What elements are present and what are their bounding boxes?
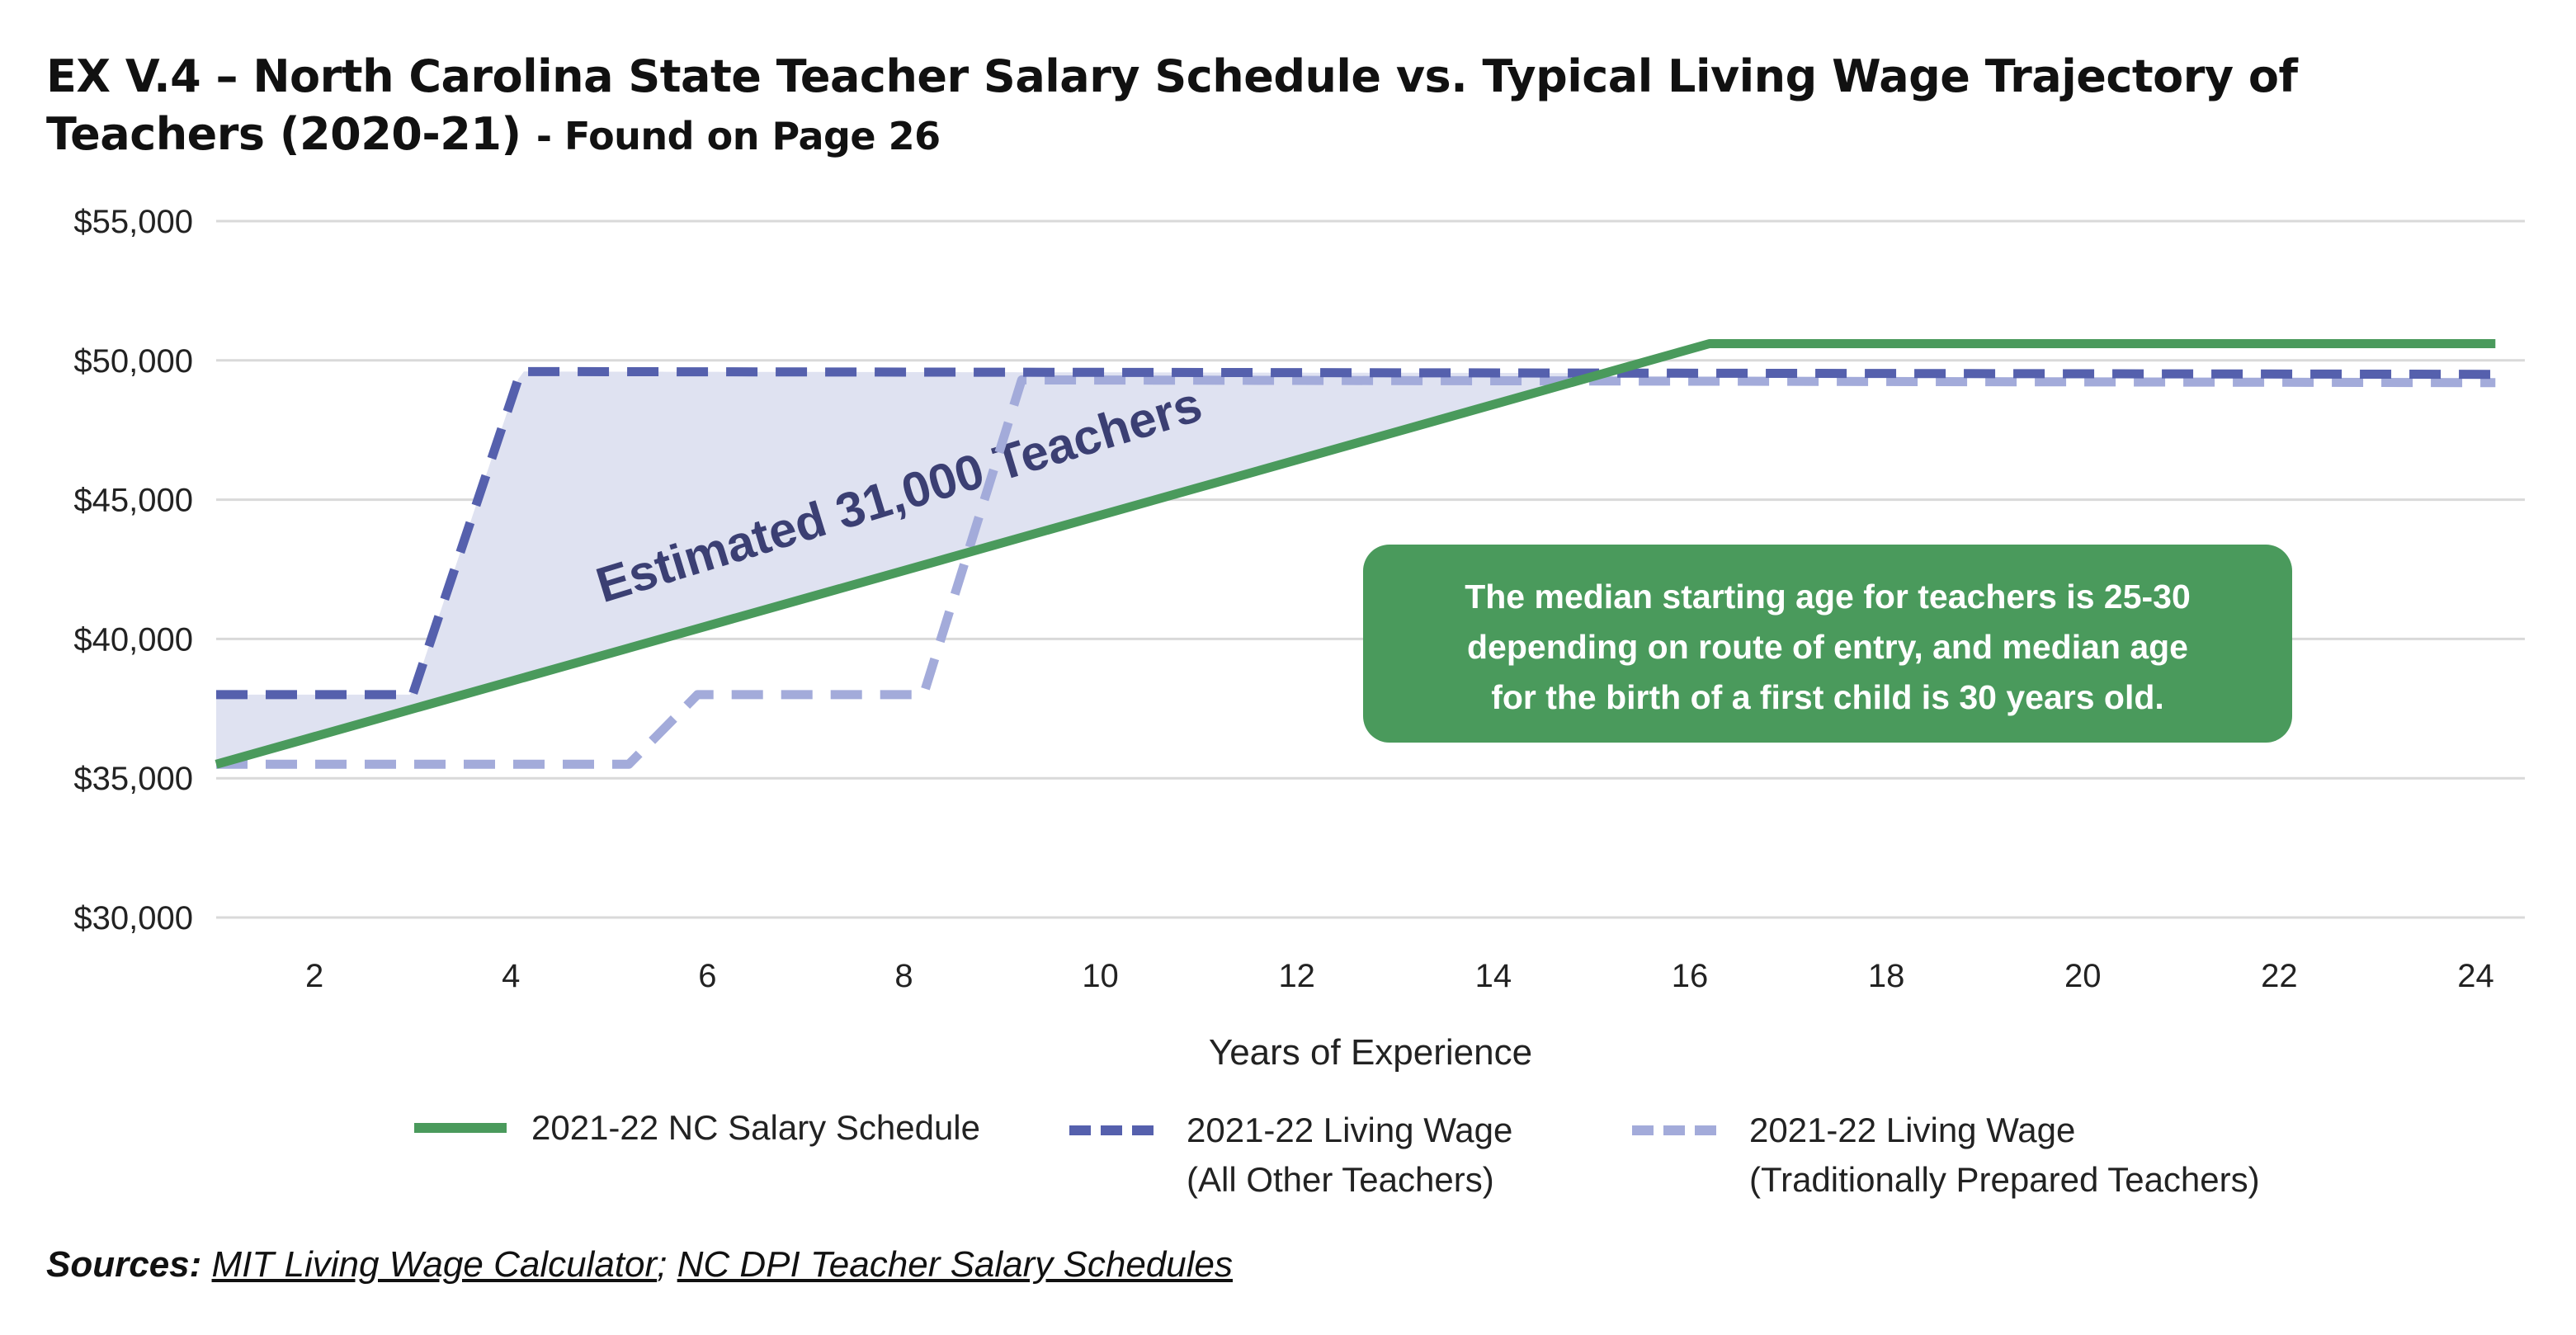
chart-title: EX V.4 – North Carolina State Teacher Sa… bbox=[46, 48, 2489, 165]
legend: 2021-22 NC Salary Schedule 2021-22 Living… bbox=[414, 1108, 2260, 1199]
annotation-text-line: depending on route of entry, and median … bbox=[1467, 628, 2188, 666]
legend-label: (All Other Teachers) bbox=[1187, 1160, 1494, 1199]
series-layer bbox=[215, 339, 2496, 769]
x-tick-label: 22 bbox=[2261, 958, 2298, 994]
y-tick-label: $40,000 bbox=[73, 621, 193, 658]
y-tick-label: $55,000 bbox=[73, 204, 193, 240]
x-tick-label: 4 bbox=[502, 958, 520, 994]
x-tick-label: 2 bbox=[305, 958, 323, 994]
x-tick-label: 16 bbox=[1672, 958, 1709, 994]
source-link-nc-dpi[interactable]: NC DPI Teacher Salary Schedules bbox=[677, 1244, 1233, 1285]
chart-title-main: EX V.4 – North Carolina State Teacher Sa… bbox=[46, 50, 2298, 160]
series-line-1 bbox=[215, 339, 2496, 769]
axes: $30,000 $35,000 $40,000 $45,000 $50,000 $55,0… bbox=[73, 204, 2493, 1073]
legend-label: 2021-22 Living Wage bbox=[1749, 1111, 2075, 1149]
x-tick-label: 24 bbox=[2457, 958, 2494, 994]
y-tick-label: $35,000 bbox=[73, 761, 193, 797]
y-tick-label: $45,000 bbox=[73, 483, 193, 519]
annotation-text-line: The median starting age for teachers is … bbox=[1465, 578, 2191, 616]
series-line-3 bbox=[216, 375, 2496, 769]
annotation-box bbox=[1363, 545, 2292, 743]
series-line-2 bbox=[216, 366, 2496, 700]
x-tick-label: 14 bbox=[1475, 958, 1512, 994]
x-tick-label: 10 bbox=[1082, 958, 1119, 994]
legend-label: 2021-22 Living Wage bbox=[1187, 1111, 1512, 1149]
sources-line: Sources: MIT Living Wage Calculator; NC … bbox=[46, 1244, 1233, 1285]
annotation-text-line: for the birth of a first child is 30 yea… bbox=[1491, 678, 2164, 716]
x-axis-label: Years of Experience bbox=[1209, 1032, 1532, 1073]
x-tick-label: 20 bbox=[2064, 958, 2102, 994]
y-tick-label: $50,000 bbox=[73, 343, 193, 380]
chart-title-suffix: - Found on Page 26 bbox=[535, 114, 941, 158]
y-tick-label: $30,000 bbox=[73, 900, 193, 936]
sources-separator: ; bbox=[657, 1244, 668, 1285]
annotation-layer: The median starting age for teachers is … bbox=[1363, 545, 2292, 743]
x-tick-label: 18 bbox=[1868, 958, 1905, 994]
source-link-mit[interactable]: MIT Living Wage Calculator bbox=[211, 1244, 658, 1285]
x-tick-label: 8 bbox=[894, 958, 913, 994]
x-tick-label: 12 bbox=[1278, 958, 1315, 994]
legend-label: (Traditionally Prepared Teachers) bbox=[1749, 1160, 2260, 1199]
legend-label: 2021-22 NC Salary Schedule bbox=[531, 1108, 980, 1147]
sources-label: Sources: bbox=[46, 1244, 202, 1285]
x-tick-label: 6 bbox=[698, 958, 716, 994]
